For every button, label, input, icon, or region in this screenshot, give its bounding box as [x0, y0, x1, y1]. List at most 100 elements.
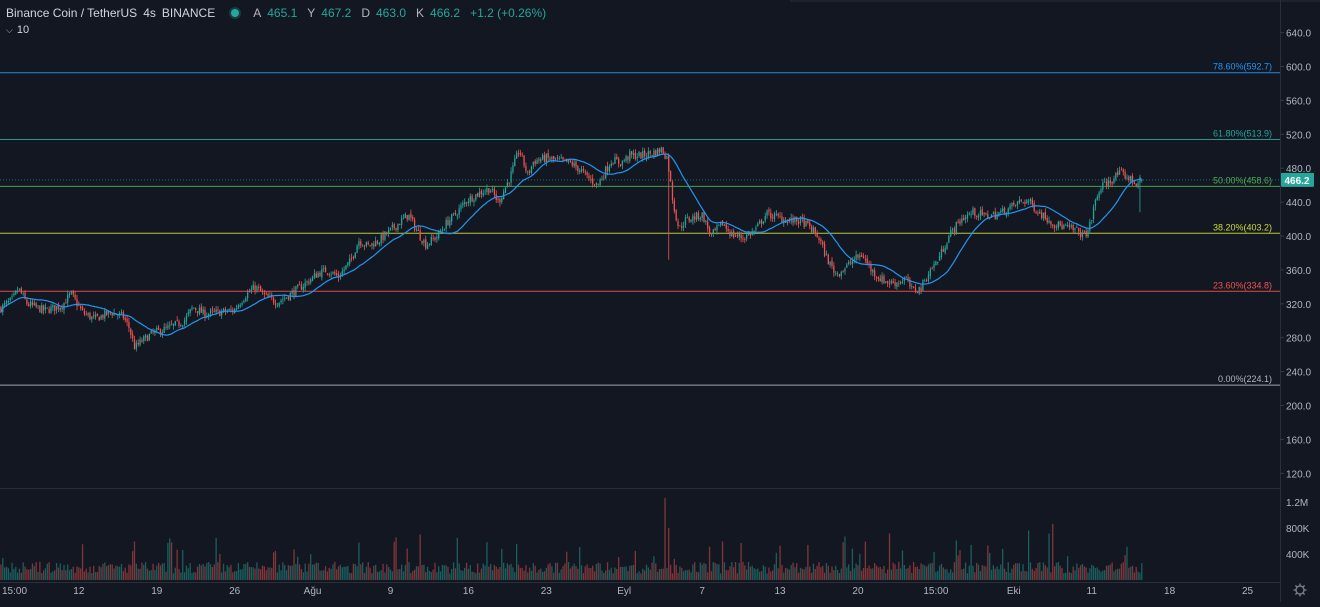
- volume-bar: [794, 567, 796, 580]
- volume-bar: [217, 562, 219, 580]
- candle-body: [866, 258, 868, 264]
- candle-body: [729, 231, 731, 236]
- volume-bar: [382, 563, 384, 580]
- candle-body: [959, 220, 961, 224]
- volume-bar: [1042, 562, 1045, 580]
- indicator-legend[interactable]: ⌵ 10: [6, 22, 29, 38]
- volume-bar: [551, 566, 553, 580]
- volume-bar: [621, 566, 624, 580]
- volume-bar: [98, 565, 100, 580]
- volume-bar: [599, 563, 601, 580]
- volume-bar: [1065, 572, 1067, 580]
- candle-body: [890, 280, 893, 284]
- candle-body: [469, 196, 471, 203]
- volume-bar: [605, 570, 607, 580]
- volume-bar: [540, 568, 542, 580]
- volume-bar: [532, 563, 534, 580]
- candle-body: [397, 224, 399, 230]
- candle-body: [701, 212, 703, 218]
- candle-body: [1131, 175, 1134, 183]
- volume-bar: [1016, 563, 1019, 580]
- volume-bar: [117, 566, 119, 580]
- volume-bar: [1052, 523, 1054, 580]
- volume-bar: [771, 570, 774, 580]
- time-tick-label: 23: [541, 586, 553, 597]
- time-tick-label: 19: [151, 586, 163, 597]
- time-tick-label: 12: [73, 586, 85, 597]
- volume-bar: [853, 568, 855, 580]
- candle-body: [974, 208, 976, 216]
- volume-bar: [96, 571, 99, 580]
- candle-body: [415, 229, 418, 231]
- price-tick-label: 160.0: [1286, 435, 1311, 446]
- volume-bar: [2, 557, 4, 580]
- candle-body: [464, 202, 466, 204]
- volume-bar: [417, 566, 419, 580]
- settings-gear-icon[interactable]: [1293, 583, 1307, 597]
- candle-body: [139, 339, 141, 345]
- candle-body: [961, 218, 963, 223]
- candle-body: [169, 324, 171, 326]
- candle-body: [833, 265, 835, 273]
- volume-bar: [948, 572, 950, 580]
- candle-body: [1078, 228, 1080, 232]
- volume-bar: [953, 562, 956, 580]
- volume-bar: [577, 568, 579, 580]
- volume-bar: [360, 564, 362, 580]
- volume-bar: [1124, 555, 1126, 580]
- candle-body: [441, 229, 444, 231]
- candle-body: [185, 315, 188, 321]
- candle-body: [881, 275, 883, 283]
- volume-bar: [868, 565, 870, 580]
- volume-bar: [304, 563, 306, 580]
- volume-bar: [135, 563, 137, 580]
- candle-body: [204, 309, 206, 318]
- volume-bar: [313, 564, 316, 580]
- volume-bar: [326, 571, 329, 580]
- volume-bar: [710, 571, 713, 580]
- chevron-down-icon[interactable]: ⌵: [6, 24, 13, 35]
- volume-bar: [946, 569, 948, 580]
- candle-body: [579, 170, 581, 172]
- volume-bar: [627, 570, 629, 580]
- volume-bar: [716, 564, 718, 580]
- volume-bar: [517, 564, 520, 580]
- volume-bar: [970, 544, 972, 580]
- candle-body: [319, 272, 321, 277]
- candle-body: [1118, 170, 1121, 175]
- candle-body: [931, 268, 933, 270]
- candle-body: [130, 329, 132, 336]
- candle-body: [391, 224, 393, 228]
- volume-bar: [931, 562, 933, 580]
- volume-bar: [124, 567, 126, 580]
- symbol-title[interactable]: Binance Coin / TetherUS: [6, 6, 138, 20]
- candle-body: [901, 281, 904, 283]
- volume-bar: [157, 562, 160, 580]
- candle-body: [760, 220, 763, 224]
- candle-body: [443, 229, 445, 231]
- candle-body: [217, 309, 219, 311]
- candle-body: [350, 257, 353, 259]
- volume-bar: [189, 563, 191, 580]
- candle-body: [1105, 181, 1108, 187]
- volume-bar: [61, 569, 63, 580]
- volume-bar: [938, 565, 941, 580]
- candle-body: [744, 239, 746, 241]
- candle-body: [395, 227, 397, 230]
- interval-label[interactable]: 4s: [143, 6, 156, 20]
- volume-bar: [15, 566, 17, 580]
- candle-body: [471, 195, 473, 202]
- candle-body: [1016, 201, 1019, 206]
- volume-bar: [699, 562, 701, 580]
- volume-bar: [1107, 565, 1110, 580]
- volume-bar: [413, 569, 416, 580]
- volume-bar: [616, 569, 618, 580]
- candle-body: [543, 154, 546, 162]
- volume-bar: [690, 572, 692, 580]
- low-label: D: [361, 6, 370, 20]
- volume-bar: [215, 538, 217, 580]
- volume-bar: [443, 565, 445, 580]
- candle-body: [679, 225, 681, 227]
